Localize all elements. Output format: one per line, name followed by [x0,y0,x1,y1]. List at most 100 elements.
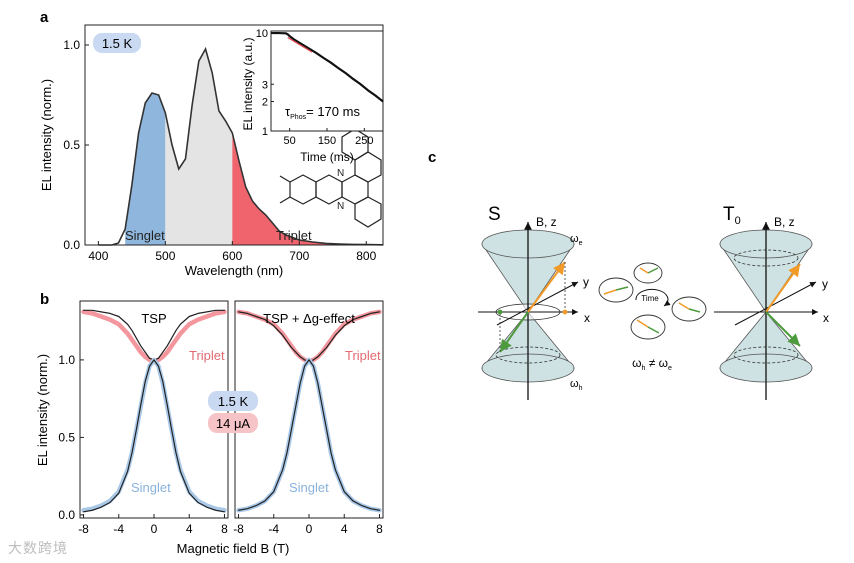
t-subscript: 0 [735,215,741,227]
triplet-region-label: Triplet [276,228,312,243]
hole-spin-snapshot [688,308,701,313]
spectrum-fills [125,49,383,245]
current-badge-text: 14 μA [216,416,251,431]
mfe-x-tick-label: 0 [306,522,313,536]
omega-h-symbol: ω [570,378,579,390]
spectrum-ylabel: EL intensity (norm.) [39,79,54,191]
electron-spin-snapshot [603,289,617,295]
y-axis-arrow [734,281,817,326]
panel-label-b: b [40,291,49,308]
spectrum-xlabel: Wavelength (nm) [185,263,284,278]
x-tick-label: 500 [155,249,175,263]
bz-axis-label: B, z [536,215,557,229]
inset-y-tick-label: 2 [262,97,268,109]
hole-spin-arrow [765,311,801,347]
singlet-region-label: Singlet [125,228,165,243]
inset-data-curve [271,31,384,103]
singlet-region-fill [125,93,166,245]
mfe-left-title: TSP [141,311,166,326]
omega-inequality: ωh ≠ ωe [632,356,672,372]
inset-ylabel: EL intensity (a.u.) [241,38,255,131]
field-temperature-text: 1.5 K [218,394,249,409]
field-temperature-badge [208,391,258,411]
x-axis-label: x [584,311,590,325]
time-arrow [635,288,671,307]
mfe-right-title: TSP + Δg-effect [263,311,355,326]
svg-text:N: N [337,168,344,179]
hole-projection-dot [497,309,503,315]
mfe-right-singlet-label: Singlet [289,480,329,495]
time-evolution-diagram: Time ωh ≠ ωe [598,262,707,372]
mfe-xlabel: Magnetic field B (T) [177,541,290,556]
inset-xlabel: Time (ms) [300,150,354,164]
triplet-cone-diagram: T0 B, z y x [714,204,829,400]
mfe-ylabel: EL intensity (norm.) [35,354,50,466]
y-tick-label: 0.0 [63,238,80,252]
middle-region-fill [165,49,233,245]
mfe-left-plot [81,309,227,513]
precession-orbit [630,314,666,340]
omega-e-symbol: ω [570,233,579,245]
inset-annotation: τPhos= 170 ms [285,104,360,121]
electron-projection-dot [562,309,568,315]
molecule-structure-drawing: N N [279,128,382,228]
y-tick-label: 0.5 [63,138,80,152]
mfe-right-triplet-label: Triplet [345,348,381,363]
temperature-badge [93,33,141,53]
tau-subscript: Phos [290,114,306,121]
decay-inset: 50 150 250 1 2 3 10 Time (ms) EL intensity (a… [241,28,384,164]
mfe-x-tick-label: 8 [221,522,228,536]
mfe-x-tick-label: 8 [376,522,383,536]
mfe-left-singlet-label: Singlet [131,480,171,495]
mfe-y-ticks: 0.0 0.5 1.0 [58,353,84,522]
electron-spin-snapshot [639,267,649,274]
singlet-cone-diagram: S B, z y x ωe ωh [478,204,590,400]
mfe-x-tick-label: -8 [233,522,244,536]
inset-frame [270,30,384,132]
watermark: 大数跨境 [8,541,68,557]
panel-b-chart: TSP TSP + Δg-effect Triplet Triplet Sing… [35,300,384,556]
hole-spin-snapshot [647,326,660,334]
omega-h-symbol-2: ω [632,356,641,370]
x-axis-label-2: x [823,311,829,325]
mfe-x-tick-label: 4 [186,522,193,536]
electron-spin-arrow [527,261,566,313]
omega-e-sub: e [579,240,583,247]
triplet-region-fill [232,133,383,245]
x-tick-label: 700 [289,249,309,263]
t-letter: T [723,204,735,225]
electron-spin-snapshot [678,302,690,310]
time-label: Time [641,294,659,303]
inset-fit-line [287,37,313,53]
bz-axis-label-2: B, z [774,215,795,229]
panel-a-chart: 400 500 600 700 800 0.0 0.5 1.0 Wavelength (nm… [39,24,384,278]
mfe-x-ticks: -8 -4 0 4 8 -8 -4 0 4 8 [78,514,383,536]
inset-x-tick-label: 50 [284,135,296,147]
inset-y-tick-label: 10 [256,28,268,40]
precession-orbit [671,296,707,322]
temperature-badge-text: 1.5 K [102,36,133,51]
hole-spin-snapshot [647,267,659,274]
inset-y-tick-label: 1 [262,126,268,138]
triplet-state-label: T0 [723,204,741,227]
inset-x-tick-label: 150 [318,135,336,147]
spectrum-y-ticks: 0.0 0.5 1.0 [63,38,89,252]
omega-e-sub-2: e [668,365,672,372]
hole-spin-arrow [499,311,529,353]
mfe-x-tick-label: 0 [151,522,158,536]
precession-orbit [598,277,634,303]
omega-h-sub: h [579,385,583,392]
y-axis-arrow [496,281,579,326]
mfe-y-tick-label: 0.0 [58,508,75,522]
mfe-x-tick-label: 4 [341,522,348,536]
tau-symbol: τ [285,104,291,119]
singlet-fit-curve [237,359,381,511]
spectrum-frame [84,24,384,246]
spectrum-x-ticks: 400 500 600 700 800 [88,241,377,263]
svg-text:N: N [337,201,344,212]
panel-c-diagram: S B, z y x ωe ωh Time ωh ≠ ωe [478,204,829,400]
inset-x-ticks: 50 150 250 [284,128,374,147]
y-axis-label: y [583,275,589,289]
omega-e-label: ωe [570,233,583,247]
